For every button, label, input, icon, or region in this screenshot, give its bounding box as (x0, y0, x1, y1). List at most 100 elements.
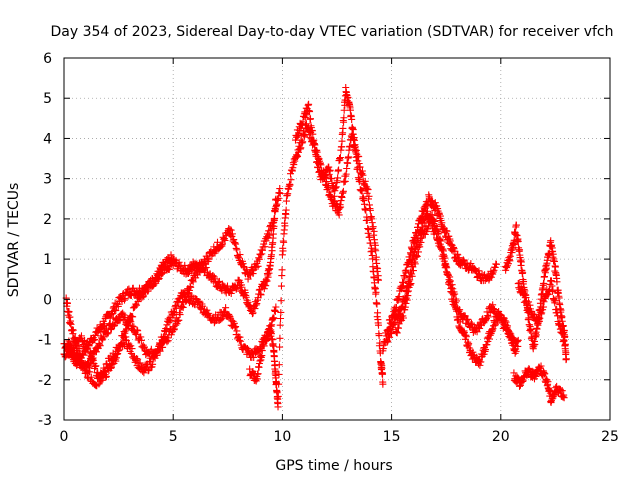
data-point (232, 240, 240, 248)
data-point (218, 240, 226, 248)
data-point (348, 115, 356, 123)
data-point (205, 255, 213, 263)
data-point (366, 206, 374, 214)
data-point (144, 287, 152, 295)
data-point (158, 270, 165, 278)
data-point (305, 100, 313, 108)
data-point (98, 374, 106, 382)
data-point (128, 345, 136, 353)
data-point (77, 332, 85, 340)
data-point (441, 264, 449, 272)
data-point (182, 296, 190, 304)
data-point (449, 285, 457, 293)
data-point (168, 260, 176, 268)
data-point (227, 289, 235, 297)
data-point (233, 246, 241, 254)
data-point (345, 153, 353, 161)
x-tick-label: 20 (492, 429, 510, 445)
data-point (127, 349, 135, 357)
data-point (221, 236, 229, 244)
y-tick-label: -3 (38, 413, 52, 429)
data-point (231, 239, 239, 247)
series-track-7 (379, 191, 500, 355)
data-point (306, 115, 314, 123)
data-point (92, 362, 100, 370)
data-point (423, 207, 431, 215)
data-point (439, 255, 447, 263)
data-point (217, 241, 225, 249)
data-point (258, 250, 266, 258)
data-point (440, 252, 448, 260)
data-point (80, 362, 88, 370)
y-axis: -3 -2 -1 0 1 2 3 4 5 6 (38, 51, 610, 429)
data-point (132, 331, 140, 339)
data-point (374, 265, 382, 273)
y-tick-label: 0 (43, 292, 52, 308)
data-point (130, 323, 138, 331)
data-point (156, 347, 164, 355)
data-point (270, 314, 278, 322)
data-point (227, 226, 235, 234)
data-point (446, 273, 454, 281)
data-point (372, 288, 380, 296)
data-point (338, 137, 346, 145)
data-point (442, 262, 450, 270)
data-point (265, 231, 273, 239)
data-point (167, 331, 175, 339)
data-point (186, 283, 194, 291)
data-point (103, 330, 111, 338)
data-point (280, 226, 288, 234)
data-point (114, 302, 122, 310)
data-point (159, 343, 167, 351)
data-point (464, 315, 472, 323)
data-point (278, 266, 286, 274)
data-point (387, 330, 395, 338)
data-point (175, 258, 183, 266)
data-point (299, 138, 307, 146)
x-tick-label: 5 (169, 429, 178, 445)
data-point (444, 271, 452, 279)
data-point (556, 317, 564, 325)
data-point (124, 286, 132, 294)
data-point (512, 221, 520, 229)
data-point (249, 309, 257, 317)
data-point (149, 282, 157, 290)
data-point (192, 295, 200, 303)
data-point (171, 303, 179, 311)
data-point (531, 340, 539, 348)
data-point (541, 269, 549, 277)
x-tick-label: 15 (383, 429, 401, 445)
data-point (277, 314, 285, 322)
data-point (515, 279, 523, 287)
data-point (508, 335, 516, 343)
data-point (188, 276, 196, 284)
data-point (94, 373, 102, 381)
data-point (252, 301, 260, 309)
data-point (337, 203, 345, 211)
y-tick-label: -1 (38, 333, 52, 349)
data-point (214, 278, 222, 286)
data-point (121, 294, 129, 302)
data-point (172, 301, 180, 309)
data-point (272, 371, 280, 379)
data-point (254, 370, 262, 378)
data-point (287, 176, 295, 184)
data-point (115, 347, 123, 355)
data-point (276, 189, 284, 197)
data-point (133, 301, 141, 309)
data-point (132, 355, 140, 363)
data-point (96, 341, 104, 349)
data-point (122, 325, 130, 333)
data-point (255, 255, 263, 263)
data-point (432, 227, 440, 235)
data-point (374, 309, 382, 317)
data-point (275, 380, 283, 388)
data-point (69, 326, 77, 334)
data-point (211, 275, 219, 283)
series-track-11 (510, 362, 568, 407)
data-point (133, 326, 141, 334)
series-track-6 (292, 83, 382, 284)
data-point (393, 329, 401, 337)
data-point (76, 350, 84, 358)
